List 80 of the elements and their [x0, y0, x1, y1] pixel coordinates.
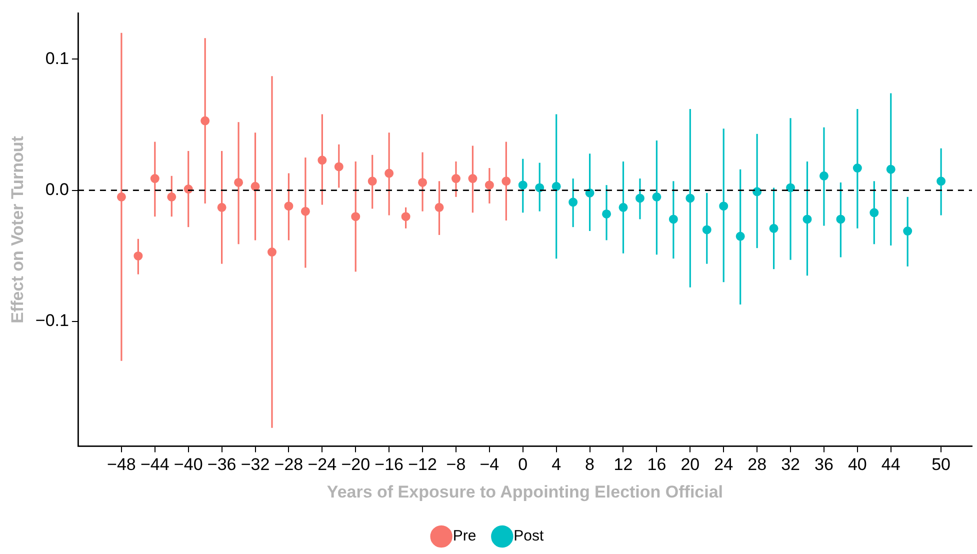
point — [518, 180, 528, 190]
point — [368, 176, 377, 186]
point — [819, 171, 828, 180]
point — [568, 198, 578, 207]
point — [200, 116, 210, 126]
point — [484, 180, 494, 190]
x-tick-label: −28 — [274, 455, 304, 474]
point — [217, 202, 226, 212]
point — [434, 202, 444, 212]
point — [802, 214, 812, 224]
point — [384, 168, 394, 178]
point — [618, 202, 628, 212]
point — [652, 192, 662, 202]
legend-label: Post — [514, 528, 545, 545]
point — [870, 208, 879, 218]
x-tick-label: 8 — [585, 455, 595, 474]
x-tick-label: −36 — [207, 455, 236, 474]
point — [451, 174, 460, 184]
point — [468, 174, 478, 184]
y-tick-label: −0.1 — [35, 311, 69, 330]
point — [250, 182, 260, 191]
point — [736, 232, 745, 241]
x-tick-label: −4 — [480, 455, 500, 474]
point — [886, 164, 896, 174]
point — [635, 194, 644, 203]
point — [150, 174, 160, 184]
x-tick-label: 0 — [518, 455, 528, 474]
x-tick-label: −32 — [240, 455, 270, 474]
point — [267, 248, 276, 257]
point — [300, 206, 310, 216]
point — [936, 176, 946, 186]
x-tick-label: −20 — [341, 455, 370, 474]
point — [903, 226, 912, 236]
point — [167, 192, 176, 202]
x-tick-label: 16 — [647, 455, 666, 474]
point — [769, 224, 778, 233]
x-tick-label: 44 — [881, 455, 900, 474]
point — [836, 214, 846, 224]
x-tick-label: 28 — [748, 455, 767, 474]
point — [284, 202, 294, 211]
point — [535, 183, 544, 192]
x-tick-label: 20 — [680, 455, 700, 474]
x-tick-label: 40 — [848, 455, 867, 474]
point — [668, 214, 678, 224]
x-tick-label: −24 — [308, 455, 337, 474]
x-tick-label: 24 — [714, 455, 734, 474]
point — [134, 251, 143, 260]
x-tick-label: 36 — [814, 455, 834, 474]
x-axis-title: Years of Exposure to Appointing Election Official — [326, 482, 724, 502]
point — [602, 209, 612, 218]
point — [351, 212, 360, 222]
y-tick-label: 0.1 — [45, 48, 69, 68]
point — [702, 225, 712, 234]
point — [686, 194, 695, 203]
x-tick-label: 50 — [932, 455, 951, 474]
x-tick-label: −40 — [174, 455, 203, 474]
point — [552, 182, 561, 191]
x-tick-label: 32 — [781, 455, 800, 474]
point — [585, 188, 594, 198]
point — [234, 178, 244, 187]
x-tick-label: −8 — [446, 455, 466, 474]
x-tick-label: −48 — [107, 455, 136, 474]
x-tick-label: −44 — [140, 455, 170, 474]
legend-label: Pre — [452, 528, 476, 545]
x-tick-label: −16 — [374, 455, 404, 474]
point — [318, 156, 327, 165]
x-tick-label: −12 — [408, 455, 437, 474]
point — [401, 212, 410, 222]
point — [116, 192, 126, 202]
point — [418, 178, 428, 187]
x-tick-label: 4 — [552, 455, 562, 474]
y-tick-label: 0.0 — [45, 180, 69, 200]
point — [719, 202, 728, 211]
point — [752, 187, 762, 196]
point — [852, 164, 862, 173]
point — [502, 176, 511, 186]
x-tick-label: 12 — [614, 455, 633, 474]
point — [786, 183, 796, 192]
y-axis-title: Effect on Voter Turnout — [8, 136, 27, 324]
point — [334, 162, 344, 172]
